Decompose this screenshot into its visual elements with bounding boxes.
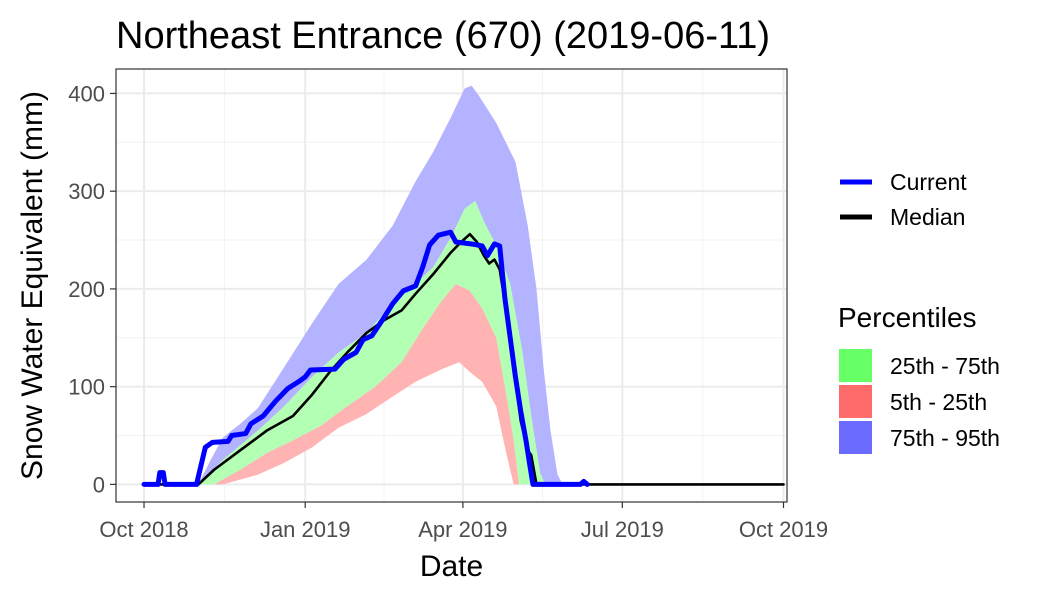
band-p5_25	[214, 284, 519, 485]
legend-label-p5_25: 5th - 25th	[890, 389, 987, 415]
x-tick-label: Oct 2019	[739, 517, 828, 542]
legend-swatch-p75_95	[839, 421, 872, 454]
legend-lines: Current Median	[840, 169, 967, 230]
chart-title: Northeast Entrance (670) (2019-06-11)	[116, 15, 770, 57]
line-current	[141, 229, 590, 487]
series-lines	[141, 229, 785, 487]
x-tick-label: Oct 2018	[99, 517, 188, 542]
y-tick-label: 0	[93, 472, 105, 497]
legend-swatch-p25_75	[839, 349, 872, 382]
x-axis-ticks: Oct 2018 Jan 2019 Apr 2019 Jul 2019 Oct 2019	[99, 502, 828, 542]
y-tick-label: 400	[68, 81, 105, 106]
plot-border	[115, 68, 788, 503]
x-tick-label: Apr 2019	[418, 517, 507, 542]
x-tick-label: Jul 2019	[581, 517, 664, 542]
legend-bands: 25th - 75th 5th - 25th 75th - 95th	[839, 349, 1000, 454]
x-axis-title: Date	[420, 550, 483, 583]
legend-swatch-p5_25	[839, 385, 872, 418]
legend-title-percentiles: Percentiles	[838, 302, 977, 333]
plot-panel	[115, 68, 788, 503]
legend-label-p25_75: 25th - 75th	[890, 353, 1000, 379]
y-tick-label: 100	[68, 375, 105, 400]
x-tick-label: Jan 2019	[260, 517, 351, 542]
legend-label-median: Median	[890, 204, 965, 230]
y-axis-ticks: 0 100 200 300 400	[68, 81, 116, 497]
y-tick-label: 300	[68, 179, 105, 204]
y-axis-title: Snow Water Equivalent (mm)	[16, 91, 49, 480]
band-p25_75	[198, 200, 546, 485]
legend-label-p75_95: 75th - 95th	[890, 425, 1000, 451]
y-tick-label: 200	[68, 277, 105, 302]
legend-label-current: Current	[890, 169, 967, 195]
